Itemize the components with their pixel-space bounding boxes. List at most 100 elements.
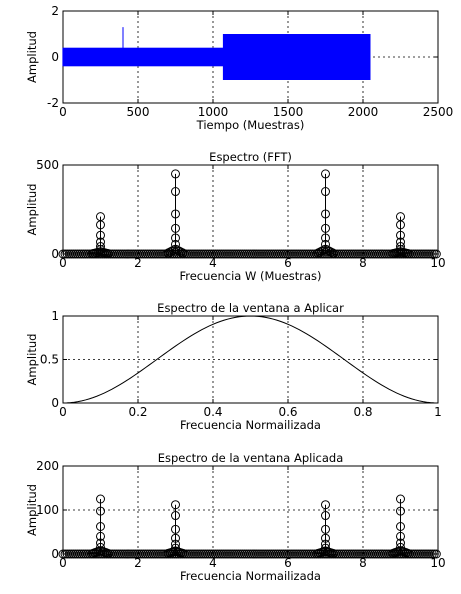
x-tick-label: 10	[430, 556, 445, 570]
stem-marker	[171, 169, 180, 179]
x-tick-label: 4	[209, 256, 217, 270]
stem-marker	[321, 187, 330, 197]
stem-marker	[96, 220, 105, 230]
x-tick-label: 1000	[198, 105, 229, 119]
stem-marker	[321, 533, 330, 543]
stem-peak	[88, 212, 113, 259]
stem-marker	[321, 239, 330, 249]
stem-peak	[313, 169, 338, 258]
y-tick-label: 500	[36, 158, 59, 172]
x-tick-label: 2	[134, 556, 142, 570]
x-tick-label: 500	[127, 105, 150, 119]
x-tick-label: 8	[359, 556, 367, 570]
chart-title: Espectro de la ventana a Aplicar	[157, 301, 344, 315]
y-axis-label: Amplitud	[25, 31, 39, 83]
stem-marker	[321, 169, 330, 179]
window-curve	[62, 315, 439, 404]
y-tick-label: 1	[51, 309, 59, 323]
x-tick-label: 1	[434, 405, 442, 419]
axes-box	[62, 315, 439, 404]
stem-baseline	[58, 249, 441, 259]
stem-peak	[388, 212, 413, 259]
stem-peak	[388, 494, 413, 558]
x-axis-label: Frecuencia Normailizada	[180, 569, 321, 583]
x-tick-label: 2500	[423, 105, 454, 119]
baseline-marker	[425, 549, 435, 559]
baseline-marker	[425, 249, 435, 259]
stem-marker	[171, 511, 180, 521]
x-axis-label: Frecuencia Normailizada	[180, 418, 321, 432]
stem-peak	[313, 500, 338, 558]
stem-marker	[328, 548, 338, 558]
stem-marker	[96, 506, 105, 516]
x-tick-label: 8	[359, 256, 367, 270]
chart-title: Espectro (FFT)	[209, 150, 292, 164]
stem-marker	[176, 247, 186, 257]
y-tick-label: 2	[51, 4, 59, 18]
stem-marker	[396, 506, 405, 516]
stem-marker	[103, 548, 113, 558]
stem-marker	[328, 248, 338, 258]
y-tick-label: -2	[47, 96, 59, 110]
stem-marker	[321, 209, 330, 219]
stem-marker	[321, 524, 330, 534]
x-tick-label: 0.8	[353, 405, 372, 419]
stem-marker	[403, 548, 413, 558]
stem-marker	[396, 522, 405, 531]
y-axis-label: Amplitud	[25, 484, 39, 536]
stem-marker	[96, 237, 105, 247]
x-tick-label: 0.4	[203, 405, 222, 419]
x-tick-label: 0	[59, 105, 67, 119]
stem-marker	[171, 209, 180, 219]
y-tick-label: 0.5	[40, 353, 59, 367]
y-tick-label: 0	[51, 50, 59, 64]
x-tick-label: 10	[430, 256, 445, 270]
stem-marker	[178, 248, 188, 258]
stem-marker	[96, 494, 105, 504]
x-tick-label: 4	[209, 556, 217, 570]
x-axis-label: Frecuencia W (Muestras)	[179, 269, 321, 283]
stem-marker	[171, 524, 180, 534]
y-tick-label: 0	[51, 547, 59, 561]
x-tick-label: 6	[284, 556, 292, 570]
x-axis-label: Tiempo (Muestras)	[196, 118, 305, 132]
y-axis-label: Amplitud	[25, 334, 39, 386]
x-tick-label: 0	[59, 405, 67, 419]
stem-peak	[163, 500, 188, 558]
stem-marker	[103, 249, 113, 259]
stem-marker	[396, 220, 405, 230]
stem-marker	[178, 548, 188, 558]
stem-marker	[321, 223, 330, 233]
stem-marker	[171, 239, 180, 249]
stem-marker	[321, 500, 330, 510]
y-tick-label: 0	[51, 396, 59, 410]
stem-marker	[171, 223, 180, 233]
stem-marker	[171, 233, 180, 243]
stem-marker	[171, 187, 180, 197]
stem-marker	[321, 511, 330, 521]
stem-marker	[171, 500, 180, 510]
stem-marker	[396, 237, 405, 247]
stem-marker	[321, 233, 330, 243]
stem-peak	[88, 494, 113, 558]
x-tick-label: 1500	[273, 105, 304, 119]
chart-title: Espectro de la ventana Aplicada	[158, 451, 344, 465]
x-tick-label: 0.2	[128, 405, 147, 419]
stem-marker	[396, 494, 405, 504]
signal-band	[223, 34, 371, 80]
signal-band	[63, 47, 224, 67]
chart-fft: 0 2 4 6 8 10 0 500 Frecuencia W (Muestras) Amplit…	[25, 150, 446, 283]
stem-marker	[171, 533, 180, 543]
y-tick-label: 0	[51, 247, 59, 261]
stem-marker	[396, 230, 405, 240]
stem-marker	[326, 247, 336, 257]
stem-marker	[96, 230, 105, 240]
x-tick-label: 0.6	[278, 405, 297, 419]
y-tick-label: 200	[36, 459, 59, 473]
x-tick-label: 0	[59, 556, 67, 570]
stem-peak	[163, 169, 188, 258]
x-tick-label: 6	[284, 256, 292, 270]
